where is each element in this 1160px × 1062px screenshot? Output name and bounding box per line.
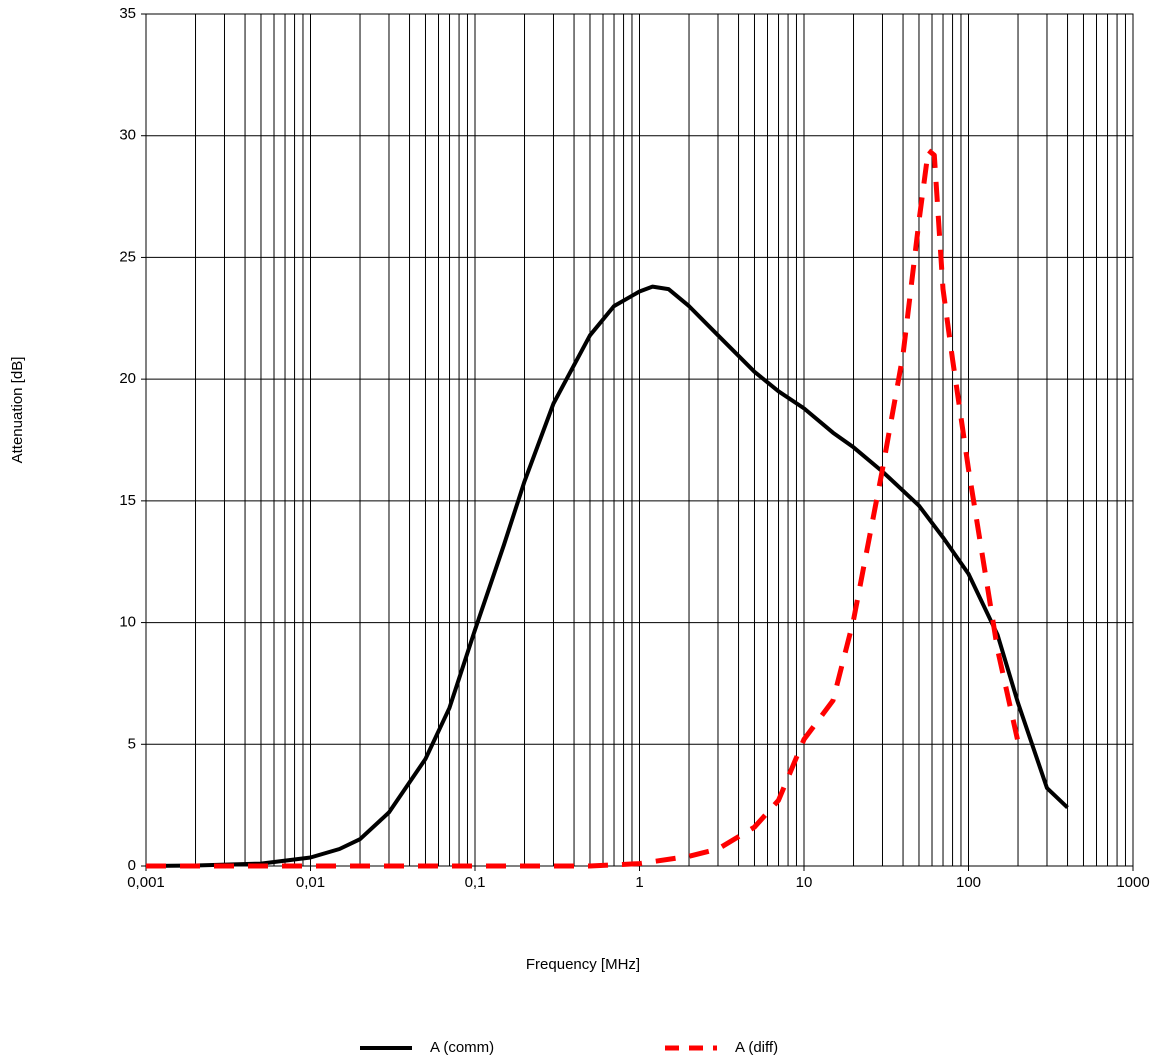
x-tick-label: 1000 [1116, 874, 1149, 891]
x-tick-label: 1 [635, 874, 643, 891]
y-tick-label: 25 [119, 248, 136, 265]
legend-label: A (comm) [430, 1039, 494, 1056]
x-tick-label: 0,01 [296, 874, 325, 891]
y-tick-label: 20 [119, 370, 136, 387]
y-axis-label: Attenuation [dB] [9, 357, 26, 464]
x-tick-label: 10 [796, 874, 813, 891]
y-tick-label: 5 [128, 735, 136, 752]
series-line [145, 284, 1069, 868]
y-tick-label: 15 [119, 492, 136, 509]
legend-label: A (diff) [735, 1039, 778, 1056]
x-axis-label: Frequency [MHz] [526, 956, 640, 973]
y-tick-label: 30 [119, 127, 136, 144]
y-tick-label: 35 [119, 5, 136, 22]
y-tick-label: 0 [128, 857, 136, 874]
x-tick-label: 0,1 [465, 874, 486, 891]
series-line [146, 147, 1021, 869]
x-tick-label: 100 [956, 874, 981, 891]
x-tick-label: 0,001 [127, 874, 165, 891]
y-tick-label: 10 [119, 614, 136, 631]
